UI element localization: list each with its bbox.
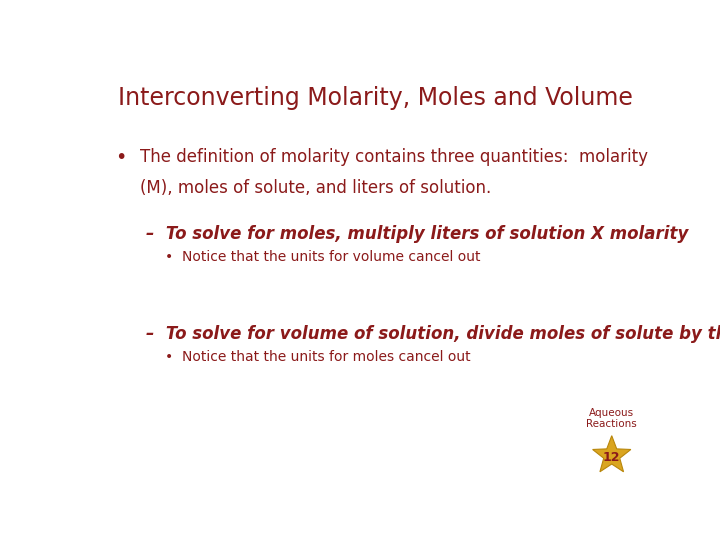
Text: The definition of molarity contains three quantities:  molarity: The definition of molarity contains thre… — [140, 148, 648, 166]
Text: 12: 12 — [603, 451, 621, 464]
Text: Aqueous: Aqueous — [589, 408, 634, 418]
Text: Reactions: Reactions — [586, 419, 637, 429]
Text: –  To solve for volume of solution, divide moles of solute by the molarity: – To solve for volume of solution, divid… — [145, 325, 720, 343]
Text: •  Notice that the units for volume cancel out: • Notice that the units for volume cance… — [166, 250, 481, 264]
Text: (M), moles of solute, and liters of solution.: (M), moles of solute, and liters of solu… — [140, 179, 492, 197]
Text: •  Notice that the units for moles cancel out: • Notice that the units for moles cancel… — [166, 349, 471, 363]
Polygon shape — [593, 436, 631, 472]
Text: –  To solve for moles, multiply liters of solution X molarity: – To solve for moles, multiply liters of… — [145, 225, 688, 243]
Text: Interconverting Molarity, Moles and Volume: Interconverting Molarity, Moles and Volu… — [118, 85, 633, 110]
Text: •: • — [115, 148, 127, 167]
